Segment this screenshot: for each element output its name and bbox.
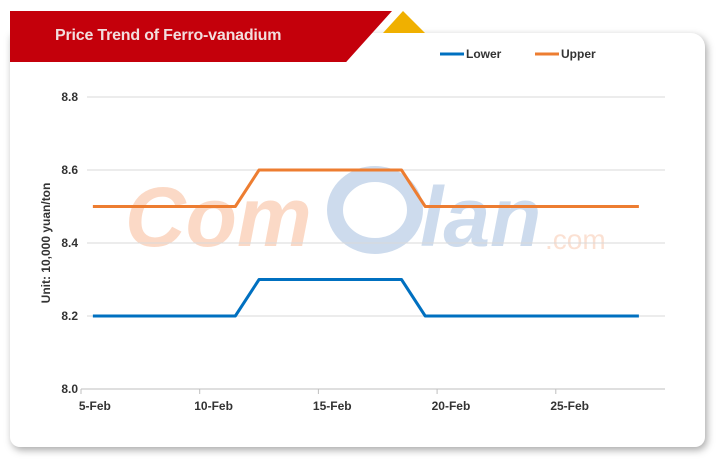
series-line-upper	[92, 168, 639, 208]
title-banner	[10, 11, 392, 62]
y-tick-label: 8.2	[61, 309, 78, 323]
watermark-logo: Com lan .com	[125, 166, 606, 264]
svg-text:lan: lan	[420, 170, 541, 264]
y-tick-label: 8.4	[61, 236, 78, 250]
y-axis-label: Unit: 10,000 yuan/ton	[39, 183, 53, 304]
svg-text:Com: Com	[125, 170, 312, 264]
y-tick-label: 8.8	[61, 90, 78, 104]
x-tick-label: 15-Feb	[313, 399, 352, 413]
x-tick-label: 10-Feb	[194, 399, 233, 413]
legend-label-upper: Upper	[561, 47, 596, 61]
chart-title: Price Trend of Ferro-vanadium	[55, 27, 282, 44]
x-tick-label: 20-Feb	[432, 399, 471, 413]
y-tick-label: 8.0	[61, 382, 78, 396]
legend-label-lower: Lower	[466, 47, 502, 61]
y-tick-label: 8.6	[61, 163, 78, 177]
series-line-lower	[92, 278, 639, 318]
banner-accent	[383, 11, 425, 33]
svg-text:.com: .com	[545, 224, 606, 255]
x-tick-label: 5-Feb	[79, 399, 111, 413]
x-tick-label: 25-Feb	[550, 399, 589, 413]
